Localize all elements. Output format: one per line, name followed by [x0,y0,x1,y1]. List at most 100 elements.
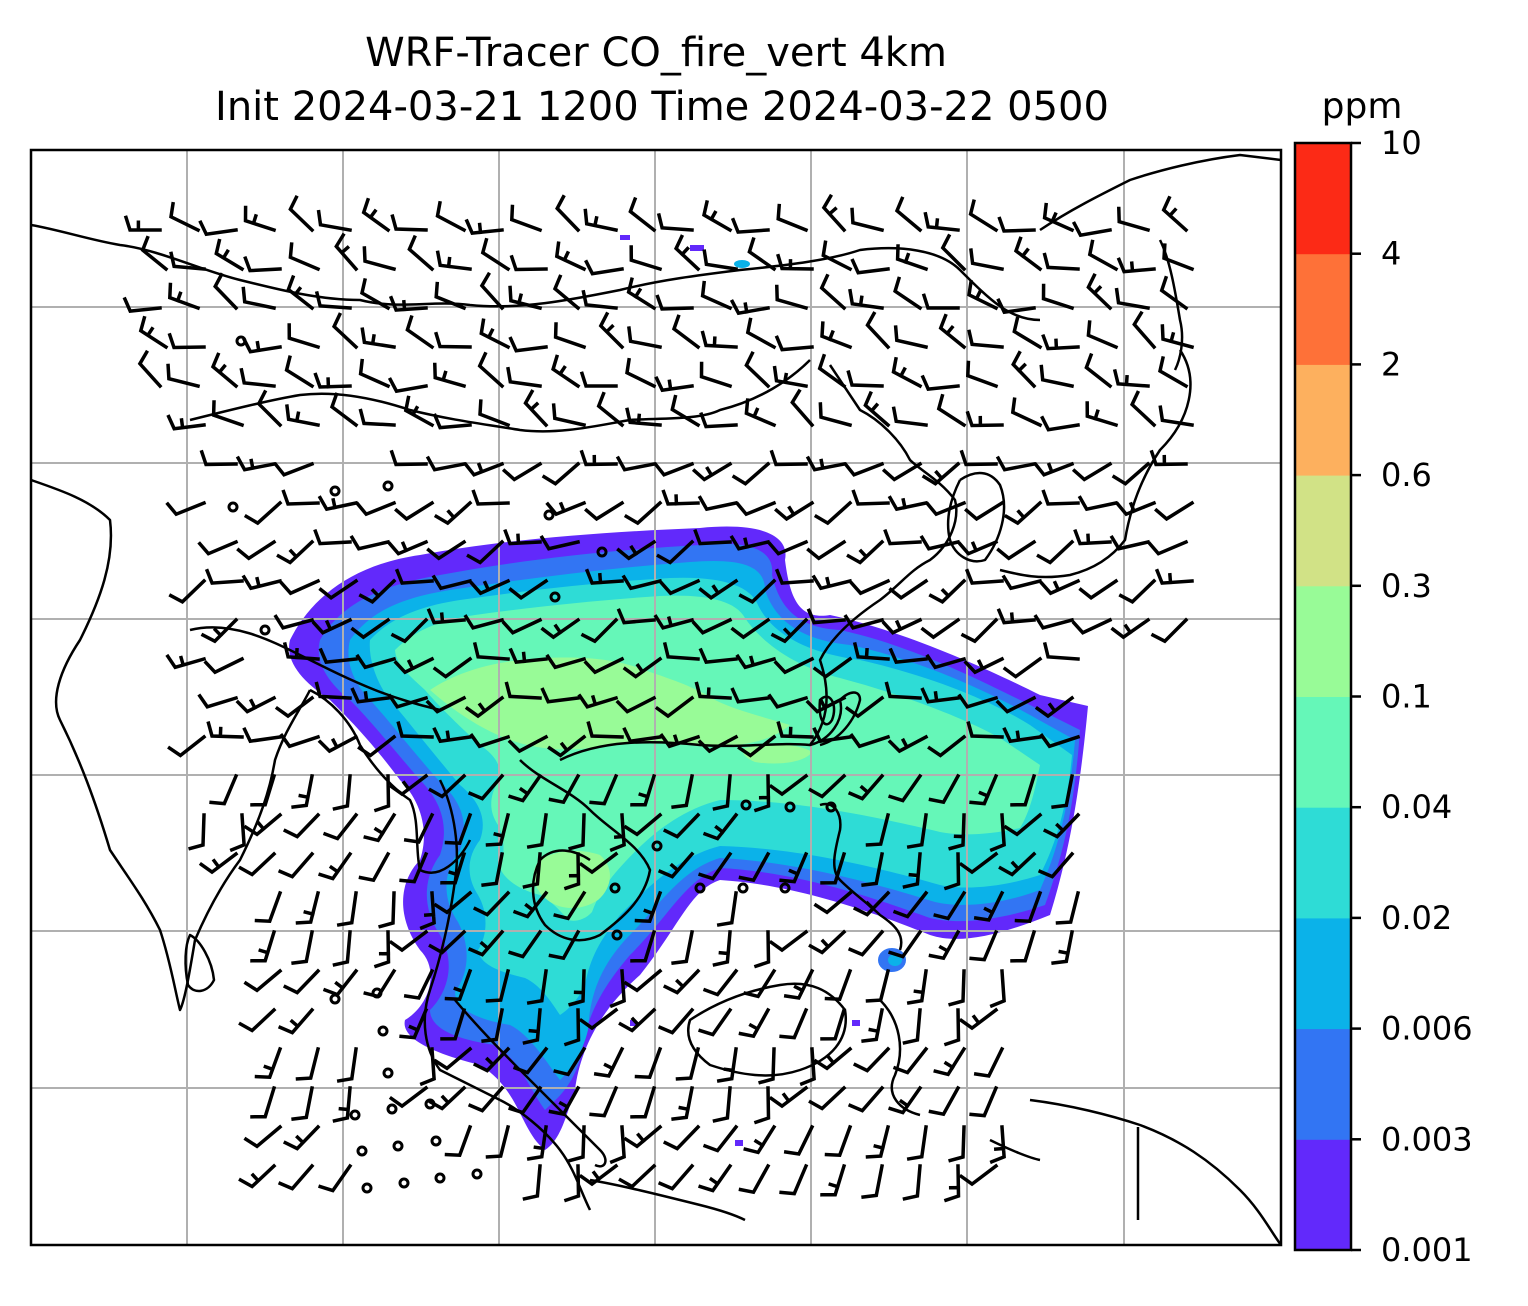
calm-markers [227,335,837,1194]
wind-barb [623,812,663,837]
wind-barb [1033,614,1075,630]
wind-barb [1114,287,1151,311]
wind-barb [799,1047,816,1087]
wind-barb [865,812,891,847]
wind-barb [481,851,505,887]
wind-barb [472,641,510,661]
wind-barb [295,1046,321,1081]
wind-barb [583,656,625,675]
wind-barb [957,693,999,709]
wind-barb [989,1125,1006,1165]
wind-barb [512,1046,549,1075]
wind-barb [197,693,239,709]
wind-barb [464,695,505,719]
wind-barb [844,695,885,719]
wind-barb [316,209,353,233]
wind-barb [783,968,815,1000]
wind-barb [662,1124,701,1151]
wind-barb [584,568,624,585]
coast-philippines [819,802,903,951]
wind-barb [168,578,207,604]
wind-barb [997,216,1036,233]
wind-barb [433,890,473,915]
wind-barb [712,930,732,967]
wind-barb [277,1007,315,1035]
wind-barb [508,773,543,803]
wind-barb [1037,851,1075,879]
wind-barb [817,353,847,389]
wind-barb [965,410,1004,428]
wind-barb [928,929,961,961]
wind-barb [501,461,543,482]
wind-barb [887,495,929,512]
wind-barb [167,734,207,758]
wind-barb [388,1085,429,1109]
wind-barb [214,238,245,272]
colorbar-swatch [1295,475,1351,587]
wind-barb [199,449,238,467]
wind-barb [440,851,467,885]
calm-marker [611,929,623,941]
wind-barb [902,1164,922,1201]
wind-barb [1110,617,1151,640]
wind-barb [906,1125,928,1161]
wind-barb [820,321,853,350]
wind-barb [627,326,663,350]
wind-barb [235,695,277,714]
wind-barb [670,394,701,428]
wind-barb [730,217,770,234]
wind-barb [948,1125,966,1163]
coast-siberia-east [1039,153,1281,232]
wind-barb [1036,539,1075,565]
calm-marker [329,993,341,1005]
wind-barb [634,1046,663,1080]
wind-barb [927,734,967,758]
wind-barb [893,325,929,350]
wind-barb [813,890,853,915]
wind-barb [425,455,467,472]
wind-barb [1051,929,1075,965]
wind-barb [311,617,353,635]
coast-sumatra [454,999,607,1168]
wind-barb [852,1046,891,1073]
wind-barb [758,1047,776,1085]
wind-barb [284,355,315,389]
wind-barb [851,489,890,506]
wind-barb [700,330,738,349]
wind-barb [691,617,733,635]
wind-barb [396,721,434,739]
wind-barb [865,1124,891,1159]
wind-barb [314,681,352,700]
wind-barb [852,890,891,917]
calm-marker [424,1098,436,1110]
wind-barb [287,323,321,350]
wind-barb [850,258,890,275]
wind-barb [712,774,732,811]
wind-barb [169,251,206,271]
calm-marker [596,546,608,558]
wind-barb [846,370,884,388]
coast-taiwan [818,695,836,726]
wind-barb [399,1007,429,1040]
wind-barb [317,734,359,754]
wind-barb [526,813,548,849]
wind-barb [819,273,847,311]
wind-barb [393,656,435,675]
wind-barb [653,614,695,630]
wind-barb [555,194,581,233]
wind-barb [378,891,396,929]
calm-marker [259,624,271,636]
colorbar-tick-label: 0.3 [1381,567,1432,605]
wind-barb [808,1085,847,1111]
wind-barb [821,240,853,272]
wind-barb [790,388,815,428]
wind-barb [968,199,999,233]
wind-barb [655,294,694,311]
wind-barb [504,681,542,700]
wind-barb [318,1163,353,1193]
wind-barb [881,461,923,482]
wind-barb [243,500,283,526]
plume-level-0.1 [430,657,790,750]
calm-marker [784,801,796,813]
wind-barb [933,890,967,921]
